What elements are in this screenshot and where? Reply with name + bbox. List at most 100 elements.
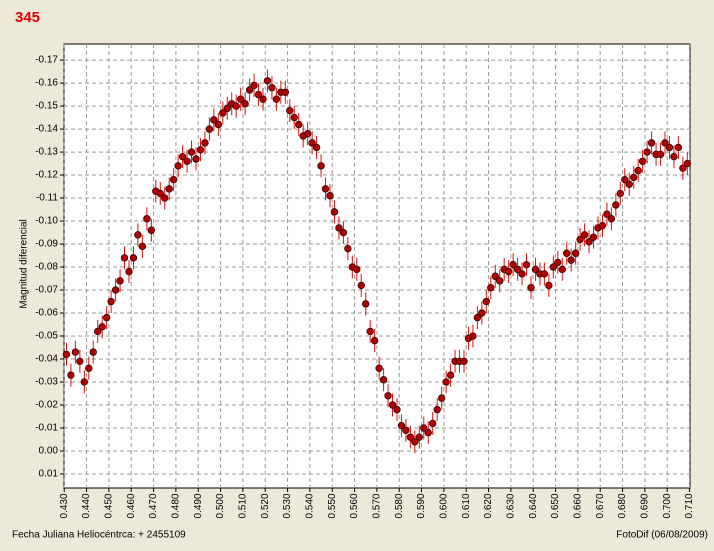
y-tick-label: -0.07 xyxy=(35,285,58,296)
y-tick-label: -0.15 xyxy=(35,101,58,112)
data-point xyxy=(169,175,178,184)
data-point xyxy=(156,189,164,198)
data-point xyxy=(107,297,115,306)
data-point xyxy=(411,438,419,446)
data-point xyxy=(647,139,656,147)
data-point xyxy=(558,265,566,274)
data-point xyxy=(576,235,584,244)
y-tick-label: -0.04 xyxy=(35,354,58,365)
data-point xyxy=(178,152,187,161)
data-point xyxy=(397,421,406,430)
data-point xyxy=(62,350,71,359)
data-point xyxy=(656,150,665,159)
x-tick-label: 0.460 xyxy=(126,493,137,518)
data-point xyxy=(446,371,455,379)
y-tick-label: 0.01 xyxy=(39,469,59,480)
x-tick-label: 0.510 xyxy=(238,493,249,518)
data-point xyxy=(531,265,540,274)
x-tick-label: 0.640 xyxy=(528,493,539,518)
x-tick-label: 0.690 xyxy=(640,493,651,518)
x-tick-label: 0.530 xyxy=(282,493,293,518)
data-point xyxy=(295,120,303,129)
data-point xyxy=(612,201,620,209)
data-point xyxy=(469,332,477,340)
data-point xyxy=(504,267,513,276)
data-point xyxy=(589,233,598,241)
x-tick-label: 0.580 xyxy=(394,493,405,518)
data-point xyxy=(205,125,214,133)
data-point xyxy=(460,357,468,366)
x-tick-label: 0.570 xyxy=(372,493,383,518)
data-point xyxy=(496,277,504,285)
data-point xyxy=(433,405,441,414)
x-tick-label: 0.520 xyxy=(260,493,271,518)
data-point xyxy=(85,364,93,372)
y-tick-label: -0.08 xyxy=(35,262,58,273)
data-point xyxy=(563,249,571,257)
data-point xyxy=(134,231,142,239)
data-point xyxy=(402,426,410,434)
x-tick-label: 0.550 xyxy=(327,493,338,518)
y-tick-label: -0.13 xyxy=(35,147,58,158)
x-tick-label: 0.490 xyxy=(193,493,204,518)
data-point xyxy=(120,254,129,262)
data-point xyxy=(335,224,343,232)
data-point xyxy=(513,265,522,274)
data-point xyxy=(89,348,97,356)
data-point xyxy=(67,371,75,379)
data-point xyxy=(116,277,124,285)
data-point xyxy=(424,428,432,437)
data-point xyxy=(98,323,106,331)
data-point xyxy=(393,405,401,414)
data-point xyxy=(143,215,151,223)
data-point xyxy=(482,297,491,306)
data-point xyxy=(250,81,258,90)
data-point xyxy=(549,263,558,271)
x-tick-label: 0.540 xyxy=(305,493,316,518)
y-tick-label: 0.00 xyxy=(39,446,59,457)
y-tick-label: -0.01 xyxy=(35,423,58,434)
x-tick-label: 0.600 xyxy=(439,493,450,518)
data-point xyxy=(420,424,428,432)
data-point xyxy=(317,162,325,170)
data-point xyxy=(308,139,316,147)
x-tick-label: 0.670 xyxy=(595,493,606,518)
data-point xyxy=(272,95,281,103)
data-point xyxy=(254,90,263,99)
data-point xyxy=(665,143,674,152)
data-point xyxy=(388,401,397,409)
x-tick-label: 0.660 xyxy=(573,493,584,518)
data-point xyxy=(71,348,80,356)
data-point xyxy=(638,157,647,165)
data-point xyxy=(268,83,276,92)
data-point xyxy=(111,286,120,294)
data-point xyxy=(607,215,616,223)
data-point xyxy=(527,284,535,292)
data-point xyxy=(491,272,499,280)
data-point xyxy=(603,210,611,218)
data-point xyxy=(303,129,312,138)
data-point xyxy=(554,258,562,267)
data-point xyxy=(263,77,272,85)
data-point xyxy=(567,256,575,264)
data-point xyxy=(129,254,138,262)
x-tick-label: 0.610 xyxy=(461,493,472,518)
data-point xyxy=(473,313,482,322)
data-point xyxy=(643,148,651,156)
data-point xyxy=(362,300,370,308)
x-tick-label: 0.700 xyxy=(662,493,673,518)
data-point xyxy=(214,120,223,129)
data-point xyxy=(259,95,267,103)
data-point xyxy=(80,378,89,386)
data-point xyxy=(621,175,629,184)
data-point xyxy=(312,143,321,152)
data-point xyxy=(357,281,365,290)
y-tick-label: -0.16 xyxy=(35,78,58,89)
data-point xyxy=(625,180,633,188)
data-point xyxy=(415,433,424,441)
data-point xyxy=(245,86,254,94)
y-tick-label: -0.05 xyxy=(35,331,58,342)
x-tick-label: 0.500 xyxy=(215,493,226,518)
data-point xyxy=(161,194,169,202)
y-axis-label: Magnitud diferencial xyxy=(19,219,30,309)
